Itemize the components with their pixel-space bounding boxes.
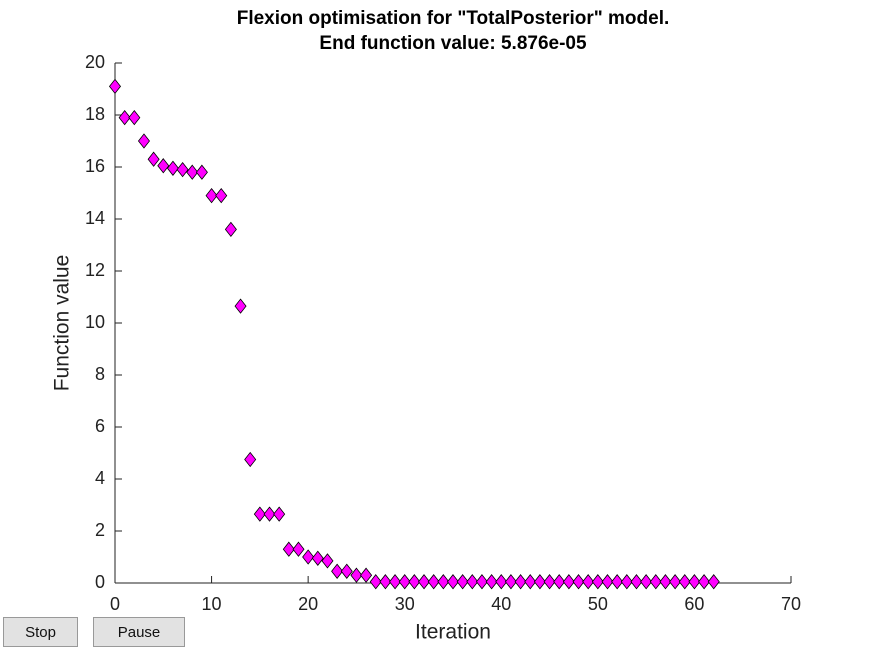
data-point bbox=[311, 550, 324, 566]
data-point bbox=[504, 574, 517, 590]
data-point bbox=[582, 574, 595, 590]
data-point bbox=[263, 506, 276, 522]
data-point bbox=[649, 574, 662, 590]
data-point bbox=[379, 574, 392, 590]
data-point bbox=[495, 574, 508, 590]
data-point bbox=[669, 574, 682, 590]
x-tick-label: 0 bbox=[110, 594, 120, 614]
data-point bbox=[466, 574, 479, 590]
data-point bbox=[572, 574, 585, 590]
x-tick-label: 40 bbox=[491, 594, 511, 614]
data-point bbox=[128, 109, 141, 126]
data-point bbox=[234, 298, 247, 314]
y-axis-label: Function value bbox=[51, 255, 74, 392]
data-point bbox=[533, 574, 546, 590]
data-point bbox=[427, 574, 440, 590]
data-point bbox=[321, 553, 334, 569]
data-point bbox=[350, 567, 363, 583]
data-point bbox=[398, 574, 411, 590]
data-point bbox=[176, 161, 189, 178]
data-point bbox=[485, 574, 498, 590]
x-tick-label: 70 bbox=[781, 594, 801, 614]
pause-button[interactable]: Pause bbox=[93, 617, 185, 647]
y-tick-label: 6 bbox=[95, 416, 105, 436]
data-point bbox=[437, 574, 450, 590]
data-point bbox=[688, 574, 701, 590]
chart-subtitle: End function value: 5.876e-05 bbox=[319, 33, 587, 54]
data-point bbox=[108, 78, 122, 95]
x-axis-label: Iteration bbox=[415, 621, 491, 644]
x-tick-label: 30 bbox=[395, 594, 415, 614]
data-point bbox=[186, 164, 199, 180]
data-point bbox=[215, 187, 228, 204]
chart-title: Flexion optimisation for "TotalPosterior… bbox=[237, 8, 670, 29]
data-point bbox=[244, 451, 257, 468]
data-point bbox=[601, 574, 614, 590]
data-point bbox=[369, 574, 382, 590]
stop-button[interactable]: Stop bbox=[3, 617, 78, 647]
data-point bbox=[418, 574, 431, 590]
data-point bbox=[543, 574, 556, 590]
data-point bbox=[195, 164, 208, 180]
data-point bbox=[707, 574, 720, 590]
y-tick-label: 18 bbox=[85, 104, 105, 124]
data-point bbox=[292, 541, 305, 557]
x-tick-label: 20 bbox=[298, 594, 318, 614]
data-point bbox=[640, 574, 653, 590]
data-point bbox=[147, 151, 160, 167]
y-tick-label: 2 bbox=[95, 520, 105, 540]
data-point bbox=[137, 133, 150, 149]
y-tick-label: 16 bbox=[85, 156, 105, 176]
y-tick-label: 14 bbox=[85, 208, 105, 228]
data-point bbox=[562, 574, 575, 590]
x-tick-label: 10 bbox=[202, 594, 222, 614]
data-point bbox=[659, 574, 672, 590]
data-point bbox=[698, 574, 711, 590]
data-point bbox=[514, 574, 527, 590]
data-point bbox=[118, 109, 131, 126]
data-point bbox=[166, 160, 179, 176]
data-point bbox=[157, 158, 170, 174]
data-point bbox=[282, 541, 295, 557]
data-point bbox=[446, 574, 460, 590]
data-point bbox=[224, 221, 237, 238]
y-tick-label: 12 bbox=[85, 260, 105, 280]
data-point bbox=[553, 574, 566, 590]
x-tick-label: 60 bbox=[684, 594, 704, 614]
data-point bbox=[591, 574, 604, 590]
data-point bbox=[273, 506, 286, 522]
data-point bbox=[340, 563, 353, 579]
data-point bbox=[456, 574, 469, 590]
data-point bbox=[678, 574, 691, 590]
y-tick-label: 8 bbox=[95, 364, 105, 384]
x-tick-label: 50 bbox=[588, 594, 608, 614]
data-point bbox=[253, 506, 266, 522]
data-point bbox=[475, 574, 488, 590]
data-point bbox=[408, 574, 421, 590]
data-point bbox=[524, 574, 537, 590]
y-tick-label: 0 bbox=[95, 572, 105, 592]
y-tick-label: 20 bbox=[85, 52, 105, 72]
y-tick-label: 4 bbox=[95, 468, 105, 488]
data-point bbox=[611, 574, 624, 590]
y-tick-label: 10 bbox=[85, 312, 105, 332]
data-point bbox=[389, 574, 402, 590]
data-point bbox=[205, 187, 218, 204]
data-point bbox=[331, 563, 344, 579]
data-point bbox=[620, 574, 633, 590]
data-point bbox=[360, 567, 373, 583]
data-point bbox=[302, 549, 315, 565]
data-point bbox=[630, 574, 643, 590]
